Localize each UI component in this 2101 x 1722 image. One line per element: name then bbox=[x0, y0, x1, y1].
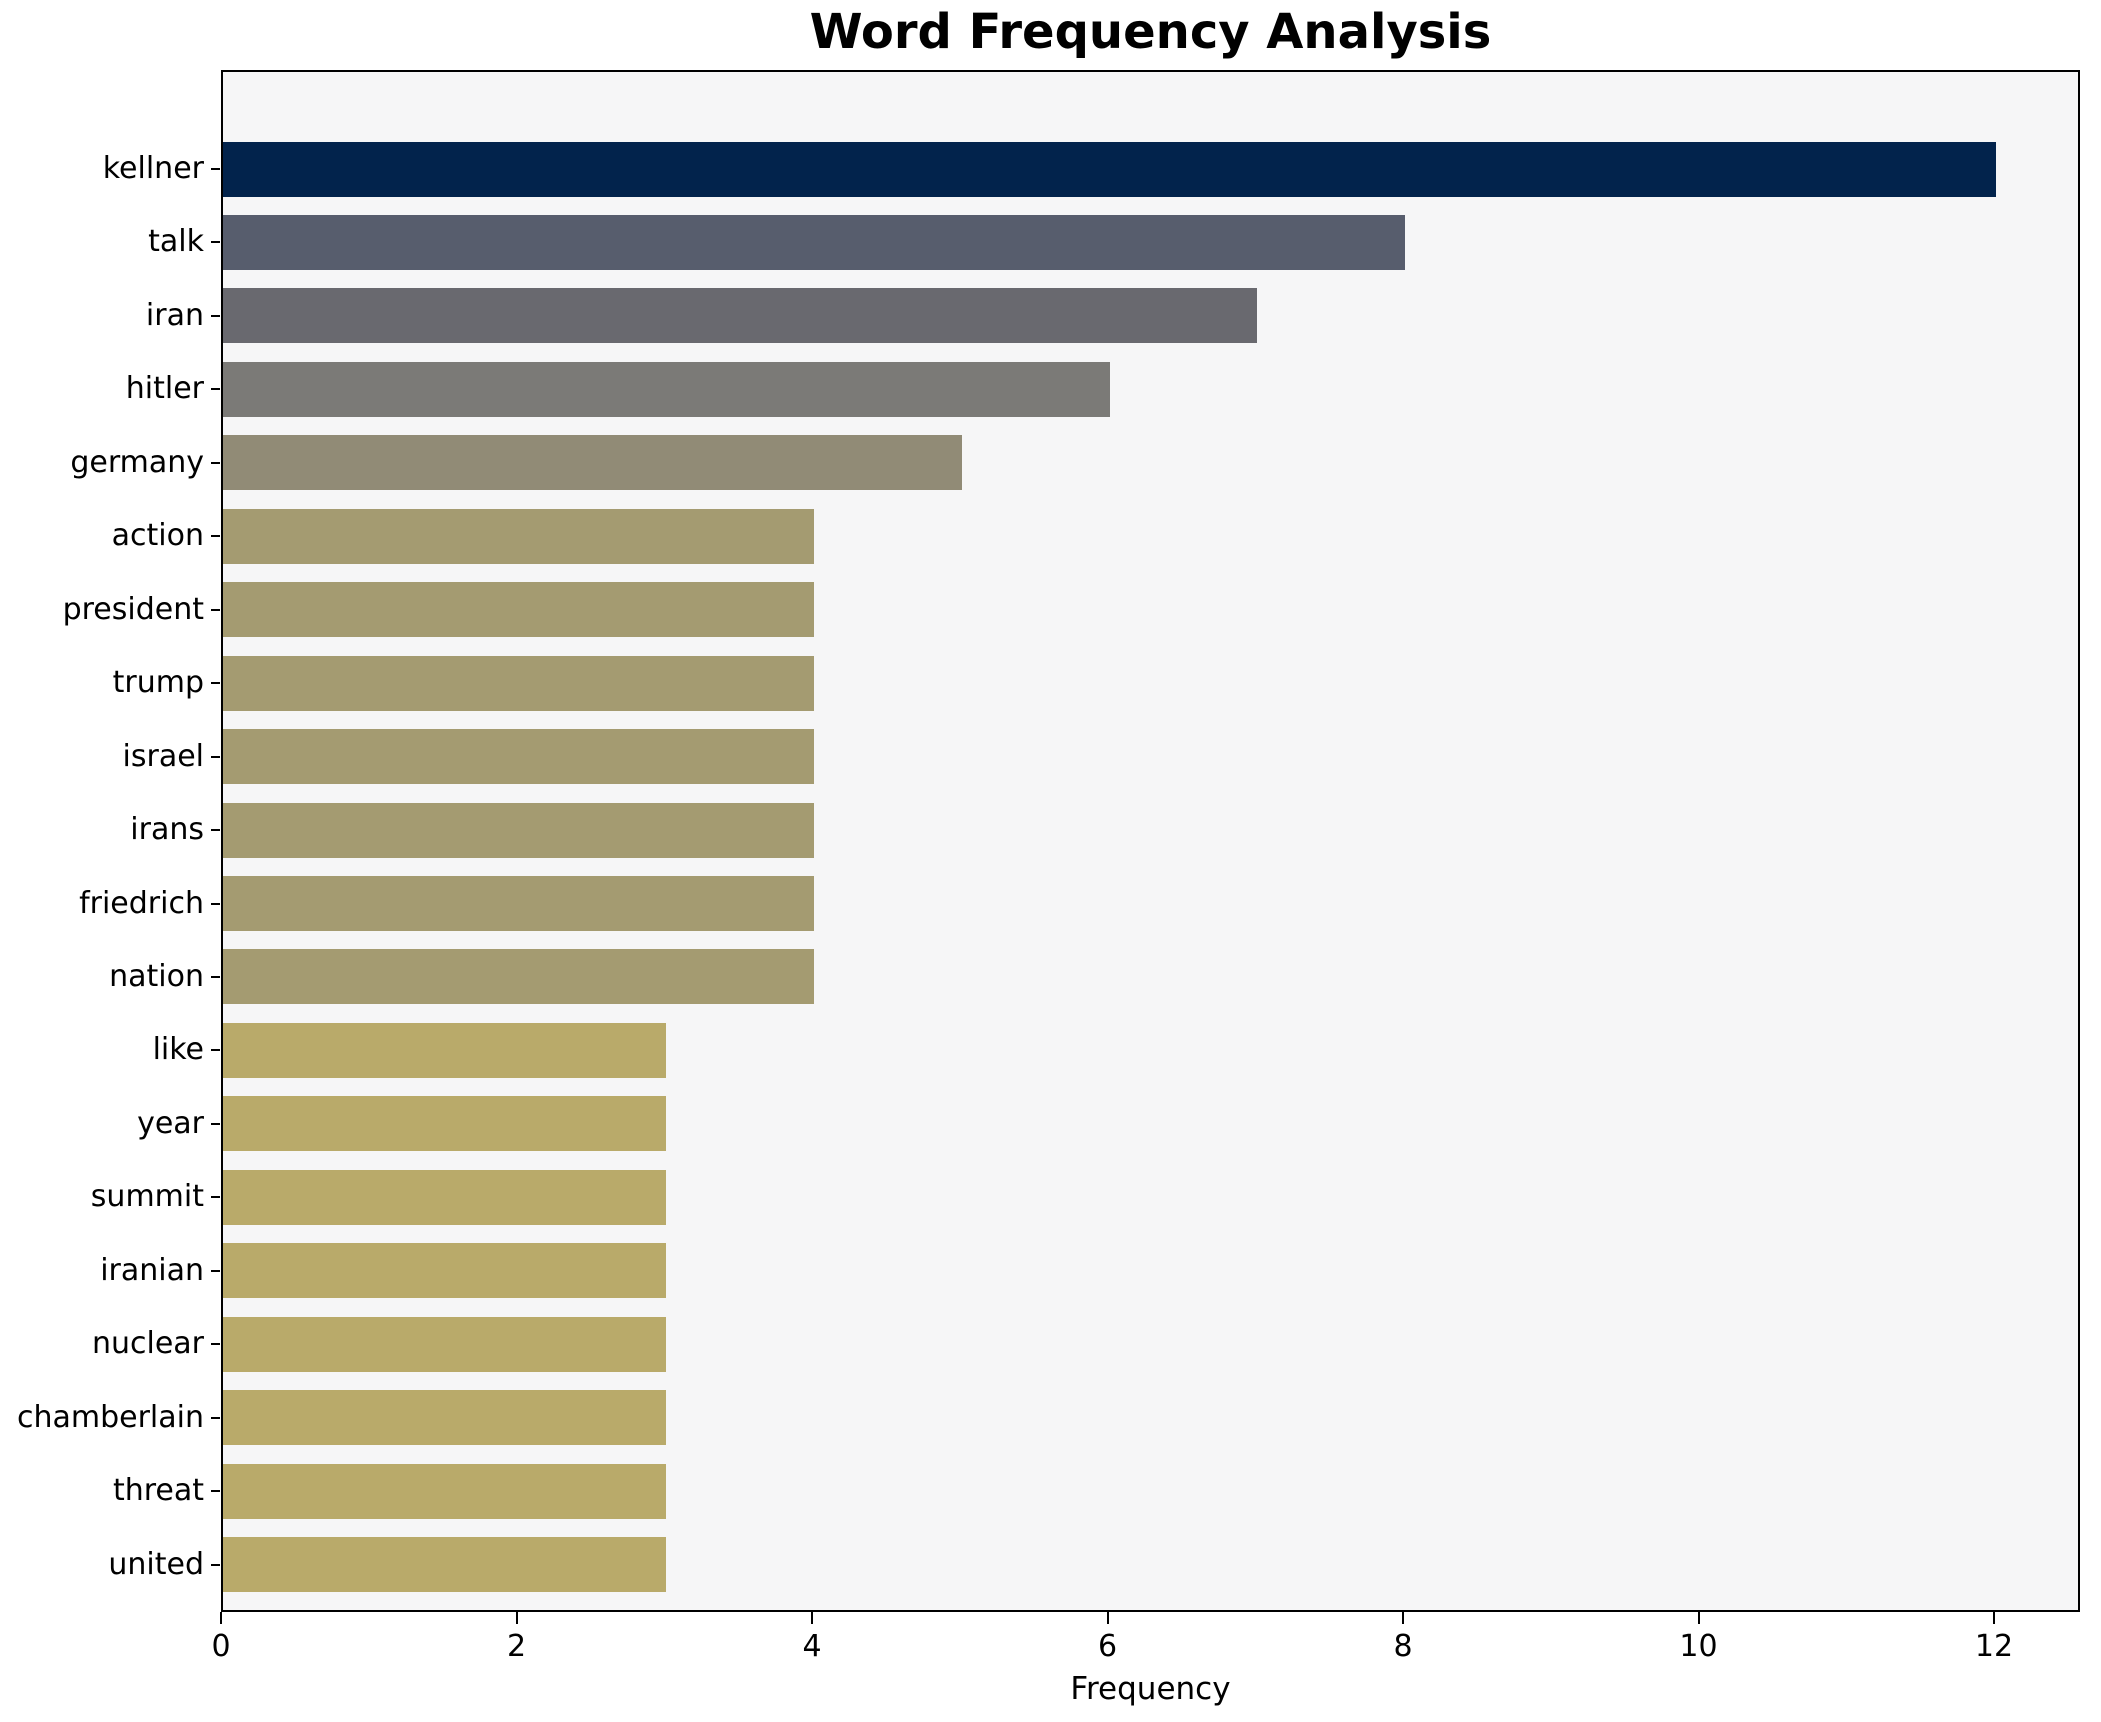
bar-trump bbox=[223, 655, 814, 711]
y-tick-mark bbox=[211, 829, 220, 832]
x-tick-label-8: 8 bbox=[1393, 1629, 1413, 1664]
y-tick-label-kellner: kellner bbox=[102, 151, 204, 186]
y-tick-mark bbox=[211, 1122, 220, 1125]
y-tick-label-friedrich: friedrich bbox=[79, 885, 204, 921]
bar-iran bbox=[223, 288, 1258, 344]
y-tick-label-president: president bbox=[62, 591, 204, 627]
x-tick-mark bbox=[1402, 1612, 1404, 1624]
bar-year bbox=[223, 1096, 667, 1152]
bar-president bbox=[223, 582, 814, 638]
y-tick-mark bbox=[211, 388, 220, 391]
bar-like bbox=[223, 1022, 667, 1078]
y-tick-label-year: year bbox=[137, 1105, 204, 1141]
bar-hitler bbox=[223, 361, 1110, 417]
y-tick-label-iranian: iranian bbox=[100, 1252, 204, 1288]
bar-iranian bbox=[223, 1243, 667, 1299]
y-tick-label-action: action bbox=[111, 518, 204, 554]
y-tick-mark bbox=[211, 1416, 220, 1419]
x-tick-label-10: 10 bbox=[1679, 1629, 1718, 1664]
y-tick-mark bbox=[211, 1563, 220, 1566]
y-tick-label-talk: talk bbox=[148, 224, 204, 260]
y-tick-label-trump: trump bbox=[112, 665, 204, 701]
x-tick-label-12: 12 bbox=[1974, 1629, 2014, 1664]
y-tick-mark bbox=[211, 241, 220, 244]
y-tick-label-threat: threat bbox=[112, 1473, 204, 1509]
x-tick-mark bbox=[1106, 1612, 1109, 1624]
y-tick-mark bbox=[211, 168, 220, 170]
bar-kellner bbox=[223, 141, 1996, 197]
plot-area bbox=[221, 70, 2080, 1612]
chart-title: Word Frequency Analysis bbox=[809, 4, 1492, 60]
y-tick-label-like: like bbox=[152, 1032, 204, 1068]
bar-irans bbox=[223, 802, 814, 858]
y-tick-mark bbox=[211, 608, 220, 611]
x-axis-title: Frequency bbox=[1070, 1671, 1231, 1707]
y-tick-mark bbox=[211, 535, 220, 538]
x-tick-mark bbox=[515, 1612, 518, 1624]
y-tick-label-nation: nation bbox=[109, 958, 204, 994]
y-tick-mark bbox=[211, 1196, 220, 1199]
y-tick-label-iran: iran bbox=[145, 297, 204, 333]
y-tick-label-hitler: hitler bbox=[125, 371, 204, 407]
y-tick-label-germany: germany bbox=[70, 444, 204, 480]
y-tick-mark bbox=[211, 902, 220, 905]
x-tick-label-6: 6 bbox=[1097, 1629, 1118, 1664]
x-tick-label-4: 4 bbox=[802, 1629, 822, 1664]
y-tick-label-irans: irans bbox=[130, 812, 204, 848]
bar-chamberlain bbox=[223, 1390, 667, 1446]
bar-summit bbox=[223, 1169, 667, 1225]
x-tick-mark bbox=[811, 1612, 813, 1624]
bar-nation bbox=[223, 949, 814, 1005]
y-tick-mark bbox=[211, 1490, 220, 1493]
bar-germany bbox=[223, 435, 962, 491]
y-tick-mark bbox=[211, 682, 220, 685]
x-tick-label-0: 0 bbox=[211, 1629, 231, 1664]
y-tick-label-nuclear: nuclear bbox=[91, 1326, 204, 1362]
y-tick-label-united: united bbox=[108, 1546, 204, 1582]
y-tick-mark bbox=[211, 1269, 220, 1272]
y-tick-mark bbox=[211, 755, 220, 758]
bar-talk bbox=[223, 214, 1405, 270]
y-tick-mark bbox=[211, 975, 220, 978]
bar-israel bbox=[223, 729, 814, 785]
x-tick-mark bbox=[1993, 1612, 1995, 1624]
y-tick-mark bbox=[211, 1343, 220, 1346]
x-tick-label-2: 2 bbox=[506, 1629, 527, 1664]
y-tick-mark bbox=[211, 1049, 220, 1052]
y-tick-mark bbox=[211, 314, 220, 317]
y-tick-label-summit: summit bbox=[90, 1179, 204, 1215]
x-tick-mark bbox=[1697, 1612, 1700, 1624]
y-tick-label-israel: israel bbox=[122, 738, 204, 774]
bar-threat bbox=[223, 1463, 667, 1519]
bar-nuclear bbox=[223, 1316, 667, 1372]
x-tick-mark bbox=[220, 1612, 222, 1624]
bar-united bbox=[223, 1537, 667, 1593]
y-tick-label-chamberlain: chamberlain bbox=[16, 1399, 204, 1435]
y-tick-mark bbox=[211, 461, 220, 464]
bar-friedrich bbox=[223, 876, 814, 931]
bar-action bbox=[223, 508, 814, 564]
